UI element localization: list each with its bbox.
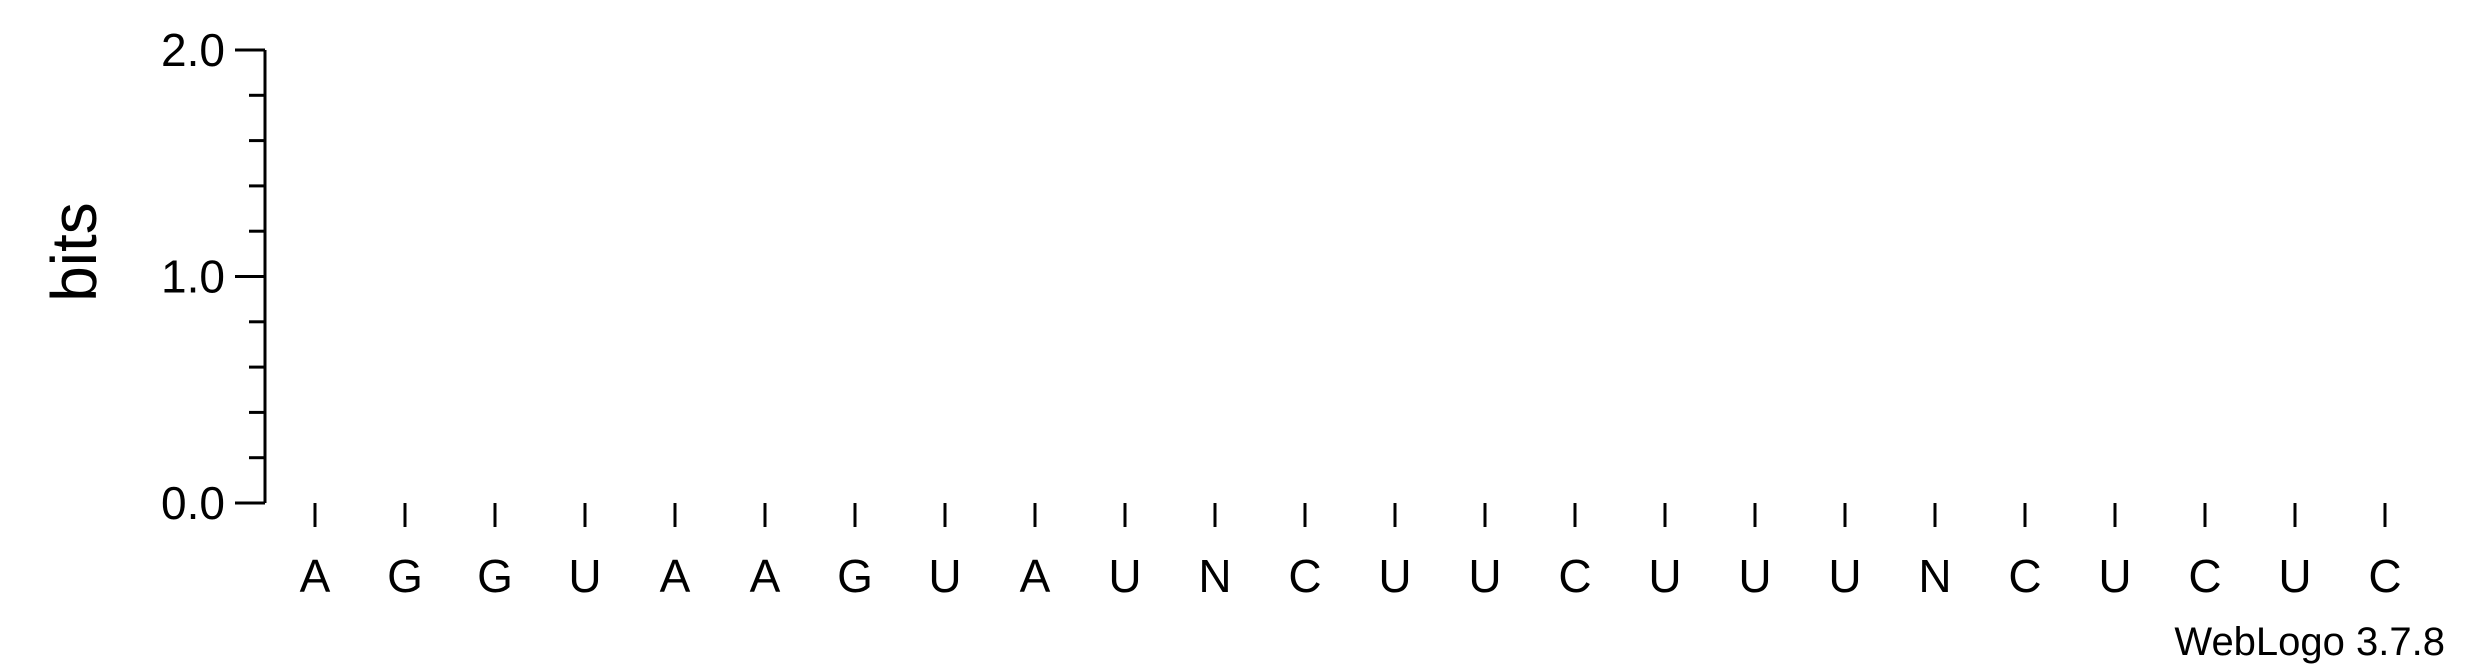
x-tick-label: A: [300, 550, 331, 602]
x-tick-label: N: [1198, 550, 1231, 602]
x-tick-label: A: [660, 550, 691, 602]
x-tick-label: A: [750, 550, 781, 602]
y-tick-label: 1.0: [161, 251, 225, 303]
y-axis-label: bits: [38, 202, 110, 302]
x-tick-label: A: [1020, 550, 1051, 602]
x-tick-label: U: [1468, 550, 1501, 602]
x-tick-label: C: [1558, 550, 1591, 602]
x-tick-label: U: [928, 550, 961, 602]
y-tick-label: 2.0: [161, 24, 225, 76]
x-tick-label: N: [1918, 550, 1951, 602]
x-tick-label: U: [1828, 550, 1861, 602]
x-tick-label: C: [1288, 550, 1321, 602]
x-tick-label: G: [477, 550, 513, 602]
x-tick-label: C: [2188, 550, 2221, 602]
x-tick-label: U: [1108, 550, 1141, 602]
x-tick-label: U: [568, 550, 601, 602]
x-tick-label: U: [1738, 550, 1771, 602]
x-tick-label: G: [387, 550, 423, 602]
x-tick-label: U: [1378, 550, 1411, 602]
weblogo-credit: WebLogo 3.7.8: [2174, 620, 2445, 664]
y-axis: 0.0 1.0 2.0: [161, 24, 267, 529]
x-tick-label: C: [2368, 550, 2401, 602]
x-tick-label: U: [2278, 550, 2311, 602]
x-tick-label: U: [1648, 550, 1681, 602]
x-tick-label: C: [2008, 550, 2041, 602]
x-tick-label: G: [837, 550, 873, 602]
y-tick-label: 0.0: [161, 477, 225, 529]
x-tick-label: U: [2098, 550, 2131, 602]
